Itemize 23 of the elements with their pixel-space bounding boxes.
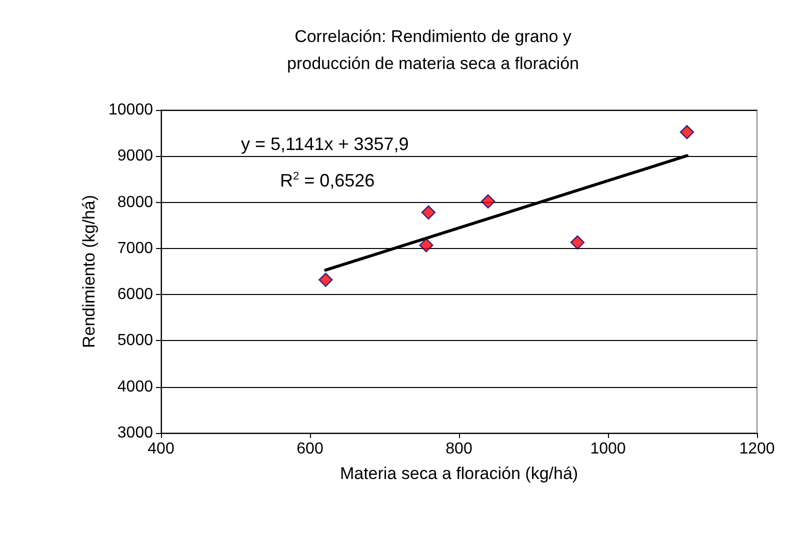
point bbox=[318, 272, 333, 287]
point bbox=[680, 125, 694, 140]
y-tick-label: 4000 bbox=[117, 378, 154, 396]
x-tick-label: 1200 bbox=[739, 440, 775, 458]
y-tick-label: 8000 bbox=[117, 194, 154, 211]
x-tick-label: 800 bbox=[446, 440, 472, 458]
y-tick-label: 10000 bbox=[108, 102, 154, 118]
chart-title: Correlación: Rendimiento de grano y producción de materia seca a floración bbox=[287, 27, 579, 73]
y-tick-label: 7000 bbox=[117, 240, 154, 257]
y-tick-label: 5000 bbox=[117, 332, 154, 350]
y-tick-label: 9000 bbox=[117, 148, 154, 165]
y-tick-label: 3000 bbox=[117, 424, 154, 442]
point bbox=[419, 238, 434, 252]
y-axis-title: Rendimiento (kg/há) bbox=[80, 194, 99, 348]
x-tick-label: 400 bbox=[148, 440, 174, 458]
x-axis-title: Materia seca a floración (kg/há) bbox=[340, 464, 578, 483]
annotation: y = 5,1141x + 3357,9 bbox=[241, 134, 409, 154]
point bbox=[421, 205, 436, 220]
point bbox=[570, 235, 585, 250]
x-tick-label: 600 bbox=[296, 440, 324, 458]
y-tick-label: 6000 bbox=[117, 286, 154, 304]
x-tick-label: 1000 bbox=[590, 440, 626, 458]
point bbox=[480, 194, 496, 208]
